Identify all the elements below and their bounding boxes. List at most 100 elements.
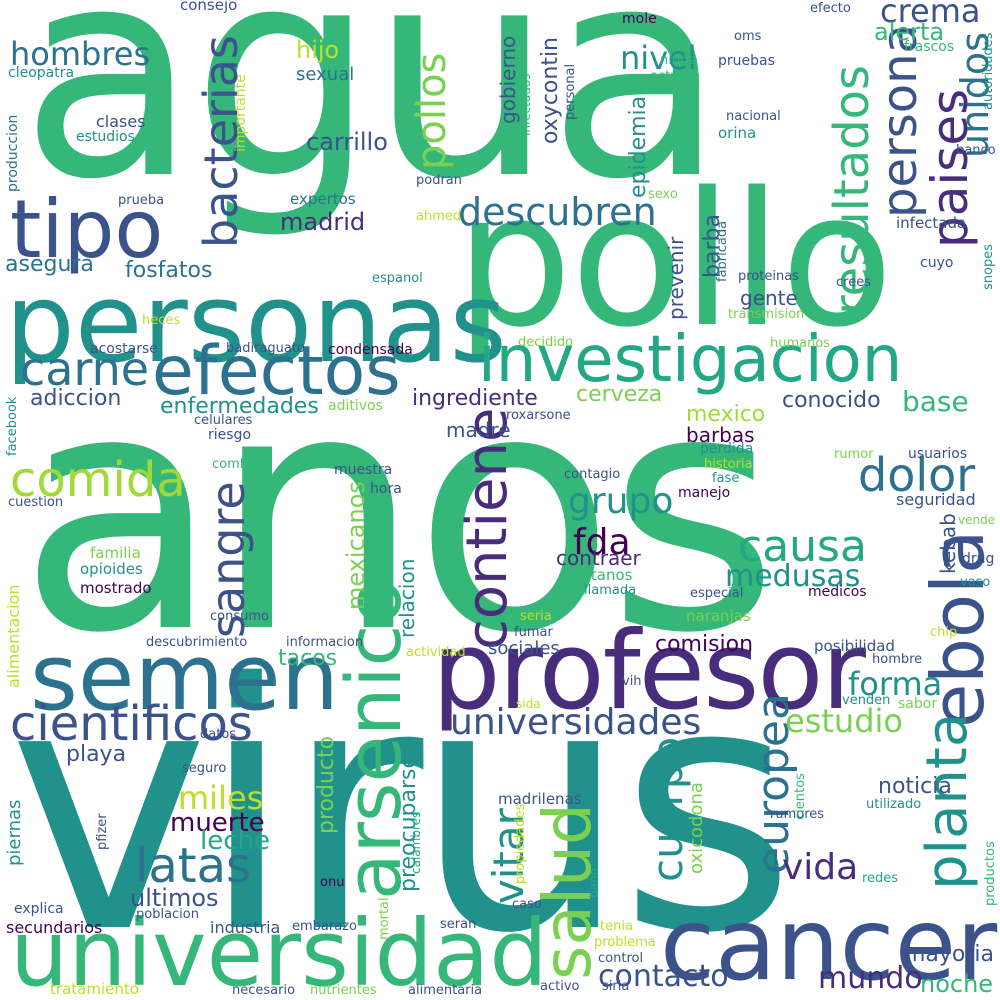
- word-contiene: contiene: [455, 407, 520, 650]
- word-agua: agua: [20, 0, 725, 243]
- word-produccion: produccion: [5, 114, 21, 192]
- word-caso: caso: [512, 897, 542, 912]
- word-oxycontin: oxycontin: [538, 36, 563, 144]
- word-investigacion: investigacion: [478, 323, 903, 397]
- word-forma: forma: [848, 665, 943, 703]
- word-ingrediente: ingrediente: [412, 386, 538, 411]
- word-contacto: contacto: [598, 959, 729, 994]
- word-cuerpo: cuerpo: [643, 736, 692, 882]
- word-especial: especial: [690, 586, 744, 601]
- word-proteinas: proteinas: [738, 269, 799, 284]
- word-fda: fda: [573, 522, 631, 563]
- word-madrilenas: madrilenas: [498, 790, 582, 808]
- word-utilizado: utilizado: [866, 797, 922, 812]
- word-consejo: consejo: [180, 0, 238, 14]
- word-madre: madre: [446, 418, 511, 442]
- word-fosfatos: fosfatos: [125, 258, 213, 283]
- word-chip: chip: [930, 625, 958, 640]
- word-alimentacion: alimentacion: [4, 584, 23, 688]
- word-rumores: rumores: [770, 807, 825, 822]
- word-profesor: profesor: [432, 609, 866, 734]
- word-leche: leche: [200, 826, 270, 856]
- word-efectos: efectos: [152, 332, 401, 411]
- word-medusas: medusas: [725, 559, 861, 594]
- word-universidad: universidad: [10, 900, 548, 1000]
- word-semen: semen: [30, 624, 340, 731]
- word-virus: virus: [8, 612, 796, 1000]
- word-necesario: necesario: [232, 983, 296, 998]
- word-cientos: cientos: [793, 773, 808, 820]
- word-roxarsone: roxarsone: [506, 408, 571, 423]
- word-badiraguato: badiraguato: [226, 341, 305, 356]
- word-conocido: conocido: [782, 388, 881, 413]
- word-autonoma: autonoma: [248, 475, 278, 608]
- word-carne: carne: [20, 342, 150, 396]
- word-sabor: sabor: [898, 696, 938, 712]
- word-explica: explica: [14, 901, 64, 917]
- word-productos: productos: [983, 841, 998, 906]
- word-causa: causa: [738, 521, 867, 572]
- word-platanos: platanos: [568, 566, 633, 584]
- word-ahmed: ahmed: [416, 209, 462, 224]
- word-actividad: actividad: [406, 645, 466, 660]
- word-combatir: combatir: [212, 457, 271, 472]
- word-madrid: madrid: [280, 208, 366, 236]
- word-fabricada: fabricada: [715, 220, 730, 282]
- word-tenia: tenia: [600, 919, 633, 934]
- word-informacion: informacion: [286, 635, 364, 650]
- word-propiedades: propiedades: [513, 803, 528, 884]
- word-crees: crees: [836, 275, 871, 290]
- word-adiccion: adiccion: [30, 386, 122, 411]
- word-seran: seran: [440, 917, 477, 932]
- word-fumar: fumar: [514, 625, 553, 640]
- word-seguridad: seguridad: [896, 490, 976, 509]
- word-dolor: dolor: [858, 448, 976, 502]
- word-humanos: humanos: [770, 336, 831, 351]
- word-condensada: condensada: [328, 342, 413, 358]
- word-muestra: muestra: [334, 462, 393, 478]
- word-tacos: tacos: [278, 646, 338, 671]
- word-pfizer: pfizer: [95, 813, 110, 850]
- word-siria: siria: [602, 979, 630, 994]
- word-autoridades: autoridades: [981, 32, 996, 110]
- word-asegura: asegura: [5, 252, 94, 277]
- word-posibilidad: posibilidad: [814, 637, 895, 655]
- word-crema: crema: [880, 0, 981, 30]
- word-hombre: hombre: [872, 652, 923, 667]
- word-mole: mole: [622, 11, 657, 27]
- word-miles: miles: [178, 779, 264, 817]
- word-cleopatra: cleopatra: [8, 65, 75, 81]
- word-descubrimiento: descubrimiento: [146, 635, 248, 650]
- word-tipo: tipo: [10, 183, 164, 276]
- word-sociales: sociales: [488, 638, 560, 659]
- word-fase: fase: [712, 471, 740, 486]
- word-alerta: alerta: [874, 18, 945, 46]
- word-snopes: snopes: [981, 244, 996, 290]
- word-piernas: piernas: [4, 799, 25, 866]
- word-medicos: medicos: [808, 584, 867, 600]
- word-prueba: prueba: [118, 193, 165, 208]
- word-datos: datos: [200, 727, 237, 742]
- word-sexual: sexual: [296, 64, 355, 85]
- word-manejo: manejo: [678, 485, 731, 501]
- word-llamada: llamada: [584, 583, 637, 598]
- word-orina: orina: [718, 124, 757, 142]
- word-infectados: infectados: [519, 73, 533, 136]
- word-nacional: nacional: [726, 109, 781, 124]
- word-personal: personal: [563, 63, 578, 120]
- word-relacion: relacion: [395, 558, 419, 638]
- word-pruebas: pruebas: [718, 53, 775, 69]
- word-importante: importante: [233, 74, 249, 152]
- word-gente: gente: [740, 286, 798, 310]
- word-octubre: octubre: [650, 69, 700, 84]
- word-usuarios: usuarios: [908, 446, 968, 462]
- word-acostarse: acostarse: [90, 341, 158, 357]
- word-hora: hora: [370, 481, 402, 497]
- word-infectada: infectada: [896, 214, 967, 232]
- word-contraer: contraer: [556, 546, 641, 570]
- word-base: base: [902, 385, 969, 418]
- word-pollos: pollos: [409, 52, 455, 170]
- word-secundarios: secundarios: [6, 918, 103, 937]
- word-gobierno: gobierno: [496, 35, 520, 124]
